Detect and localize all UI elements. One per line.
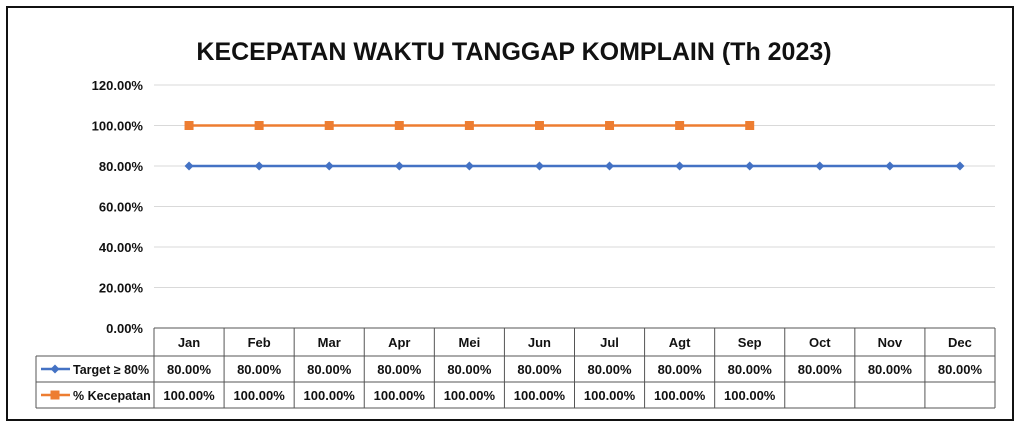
legend-marker-0 (50, 364, 60, 374)
y-tick-label: 80.00% (99, 159, 144, 174)
data-point-0 (534, 161, 544, 171)
x-category-label: Oct (809, 335, 831, 350)
data-point-1 (394, 121, 404, 130)
x-category-label: Jan (178, 335, 200, 350)
chart-frame: KECEPATAN WAKTU TANGGAP KOMPLAIN (Th 202… (6, 6, 1014, 421)
x-category-label: Feb (248, 335, 271, 350)
data-table-cell: 80.00% (307, 362, 352, 377)
data-point-0 (605, 161, 615, 171)
y-tick-label: 60.00% (99, 200, 144, 215)
data-point-0 (394, 161, 404, 171)
data-point-0 (955, 161, 965, 171)
data-point-1 (184, 121, 194, 130)
data-table-cell: 100.00% (374, 388, 426, 403)
data-table-cell: 80.00% (447, 362, 492, 377)
x-category-label: Nov (878, 335, 903, 350)
y-tick-label: 100.00% (92, 119, 144, 134)
data-point-0 (885, 161, 895, 171)
x-category-label: Agt (669, 335, 691, 350)
x-category-label: Sep (738, 335, 762, 350)
x-category-label: Mar (318, 335, 341, 350)
data-table-cell: 100.00% (304, 388, 356, 403)
chart-title: KECEPATAN WAKTU TANGGAP KOMPLAIN (Th 202… (196, 38, 831, 66)
y-tick-label: 20.00% (99, 281, 144, 296)
y-tick-label: 0.00% (106, 321, 143, 336)
line-chart: KECEPATAN WAKTU TANGGAP KOMPLAIN (Th 202… (35, 38, 996, 409)
data-table-cell: 100.00% (584, 388, 636, 403)
data-point-0 (184, 161, 194, 171)
y-tick-label: 40.00% (99, 240, 144, 255)
legend-label: % Kecepatan (73, 389, 151, 403)
data-table-cell: 80.00% (798, 362, 843, 377)
data-point-1 (745, 121, 755, 130)
data-table-cell: 100.00% (724, 388, 776, 403)
x-category-label: Jul (600, 335, 619, 350)
y-tick-label: 120.00% (92, 78, 144, 93)
data-table-cell: 80.00% (658, 362, 703, 377)
data-table-cell: 80.00% (377, 362, 422, 377)
data-point-0 (324, 161, 334, 171)
data-table-cell: 100.00% (654, 388, 706, 403)
data-point-1 (534, 121, 544, 130)
data-point-0 (815, 161, 825, 171)
data-table-cell: 80.00% (517, 362, 562, 377)
data-table-cell: 80.00% (728, 362, 773, 377)
data-point-0 (745, 161, 755, 171)
data-table-cell: 100.00% (514, 388, 566, 403)
x-category-label: Mei (459, 335, 481, 350)
legend-marker-1 (50, 390, 60, 400)
data-table-cell: 80.00% (237, 362, 282, 377)
x-category-label: Jun (528, 335, 551, 350)
data-point-0 (675, 161, 685, 171)
x-category-label: Dec (948, 335, 972, 350)
data-table-cell: 80.00% (167, 362, 212, 377)
data-point-0 (464, 161, 474, 171)
data-table-cell: 80.00% (587, 362, 632, 377)
data-point-1 (254, 121, 264, 130)
data-point-1 (605, 121, 615, 130)
legend-label: Target ≥ 80% (73, 363, 149, 377)
data-point-1 (675, 121, 685, 130)
data-table-cell: 100.00% (233, 388, 285, 403)
x-category-label: Apr (388, 335, 410, 350)
data-table-cell: 80.00% (868, 362, 913, 377)
data-point-1 (324, 121, 334, 130)
data-table-cell: 100.00% (163, 388, 215, 403)
data-point-1 (464, 121, 474, 130)
data-point-0 (254, 161, 264, 171)
data-table-cell: 80.00% (938, 362, 983, 377)
data-table-cell: 100.00% (444, 388, 496, 403)
